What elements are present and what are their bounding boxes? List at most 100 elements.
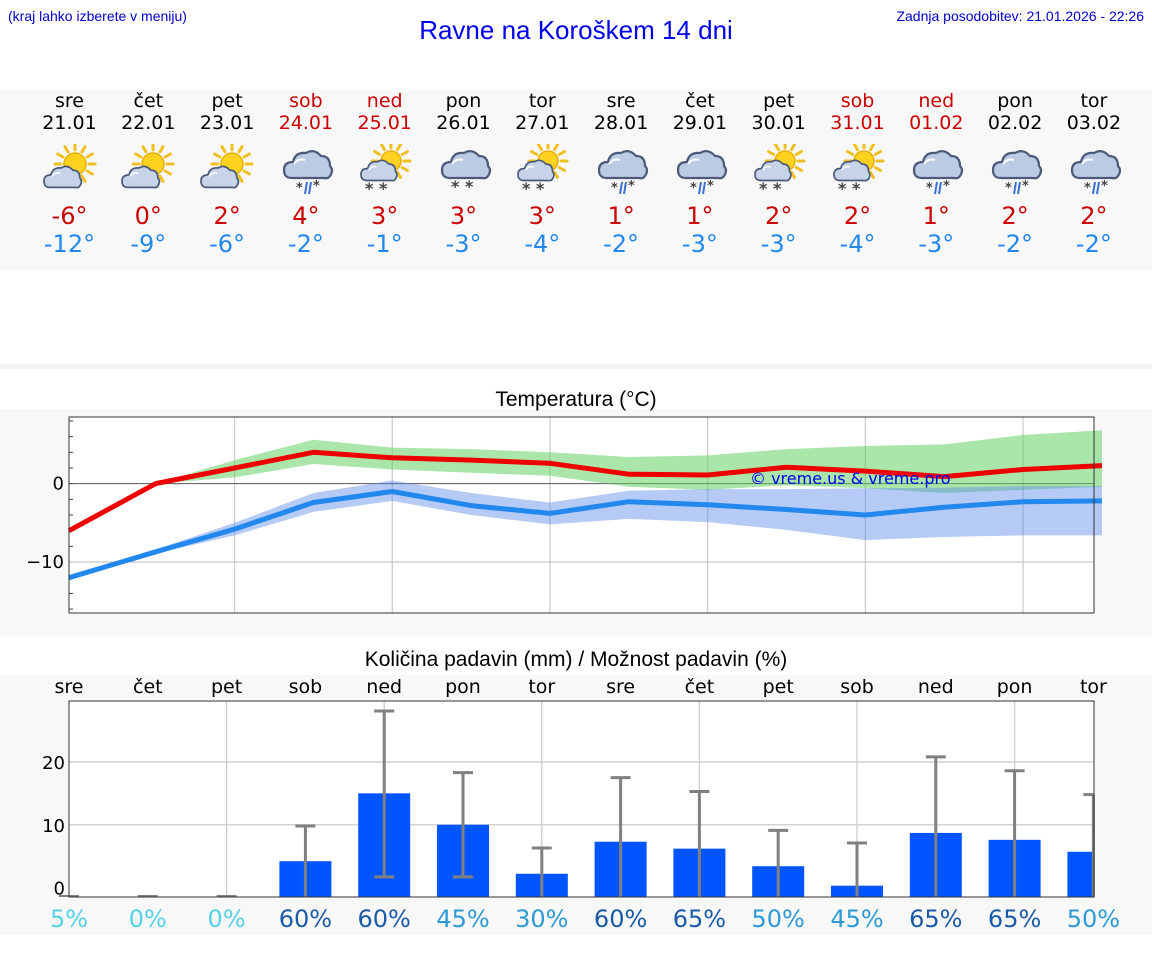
location-hint: (kraj lahko izberete v meniju) [8,8,187,24]
day-date: 29.01 [672,112,728,134]
cloud-sleet-icon: * * [591,144,651,196]
temp-min: -12° [43,230,96,258]
day-date: 02.02 [987,112,1043,134]
precipitation-probability: 65% [909,905,962,933]
svg-text:*: * [313,179,320,194]
temp-max: 3° [528,202,556,230]
temp-max: 1° [922,202,950,230]
temp-min: -4° [524,230,561,258]
temp-min: -2° [287,230,324,258]
day-name: ned [918,90,955,112]
sun-cloud-snow-icon: * * [828,140,888,198]
day-name: pon [997,90,1033,112]
precipitation-bar [1067,851,1094,897]
temperature-chart: 0 −10 © vreme.us & vreme.pro [26,416,1103,614]
temp-max: 3° [449,202,478,230]
temp-min: -3° [445,230,482,258]
svg-text:*: * [926,181,933,196]
day-date: 31.01 [830,112,885,134]
precipitation-probability: 60% [594,905,647,933]
plot-frame [68,416,1095,614]
day-date: 21.01 [42,112,97,134]
temp-min: -3° [760,230,797,258]
temp-max: 2° [1001,202,1029,230]
day-column: pet 30.01 * * 2° -3° [739,90,819,258]
day-name: pet [763,90,795,112]
temp-min: -6° [209,230,246,258]
y-tick-label: 20 [42,753,65,774]
y-tick-label: −10 [26,552,64,573]
cloud-sleet-icon: * * [985,144,1045,196]
temp-min: -4° [839,230,876,258]
cloud-sleet-icon: * * [670,144,730,196]
cloud-sleet-icon: * * [906,144,966,196]
svg-text:*: * [1101,179,1108,194]
day-name: pon [445,90,482,112]
temp-max: 2° [213,202,241,230]
precipitation-probability: 30% [515,905,568,933]
day-label: pet [763,676,794,698]
day-name: sob [840,90,875,112]
day-date: 03.02 [1066,112,1122,134]
day-date: 22.01 [121,112,176,134]
sun-cloud-snow-icon: * * [355,140,415,198]
day-date: 26.01 [436,112,491,134]
day-date: 01.02 [909,112,964,134]
day-date: 24.01 [278,112,334,134]
day-label: sre [606,676,635,698]
y-tick-label: 0 [53,474,64,495]
temp-max: 3° [371,202,399,230]
day-date: 28.01 [593,112,649,134]
svg-text:*: * [1084,181,1091,196]
day-label: sob [289,676,323,698]
precipitation-probability: 45% [436,905,489,933]
day-name: sre [606,90,636,112]
day-name: sob [289,90,323,112]
day-column: pon 02.02 * * 2° -2° [975,90,1055,258]
day-column: čet 29.01 * * 1° -3° [660,90,740,258]
sun-cloud-snow-icon: * * [512,140,572,198]
svg-text:*: * [1005,181,1012,196]
separator [0,364,1152,369]
day-label: pet [211,676,242,698]
y-tick-label: 0 [54,879,65,900]
temperature-chart-title: Temperatura (°C) [495,388,657,411]
svg-text:*: * [707,179,714,194]
day-label: ned [918,676,954,698]
temp-max: 4° [292,202,320,230]
precipitation-probability: 0% [208,905,246,933]
temp-min: -3° [681,230,718,258]
day-label: pon [445,676,481,698]
day-name: sre [55,90,84,112]
day-column: ned 01.02 * * 1° -3° [896,90,976,258]
temp-max: 1° [686,202,714,230]
day-column: sob 31.01 * * 2° -4° [818,90,898,258]
sun-cloud-snow-icon: * * [749,140,809,198]
temp-min: -1° [366,230,403,258]
cloud-sleet-icon: * * [276,144,336,196]
sun-cloud-icon [118,142,178,196]
min-temperature-line [68,489,1102,581]
cloud-sleet-icon: * * [1064,144,1124,196]
day-column: pet 23.01 2° -6° [187,90,267,258]
day-column: sre 28.01 * * 1° -2° [581,90,661,258]
day-name: ned [366,90,403,112]
temp-max: 0° [134,202,162,230]
day-label: tor [1080,676,1107,698]
temp-max: 2° [1080,202,1108,230]
svg-text:*: * [628,179,635,194]
temp-min: -3° [918,230,955,258]
precipitation-probability: 60% [358,905,411,933]
svg-text:*: * [943,179,950,194]
precipitation-probability: 45% [830,905,883,933]
temp-max: 1° [607,202,635,230]
precipitation-probability: 5% [50,905,88,933]
plot-frame [68,700,1095,898]
day-label: sob [840,676,874,698]
precipitation-chart: 20 10 0 sre čet pet sob ned pon tor sre čet pet sob ne… [42,676,1120,933]
day-label: čet [685,676,715,698]
cloud-snow-icon: * * [434,144,494,196]
precipitation-probability: 0% [129,905,167,933]
y-tick-label: 10 [42,816,65,837]
day-column: tor 27.01 * * 3° -4° [502,90,582,258]
